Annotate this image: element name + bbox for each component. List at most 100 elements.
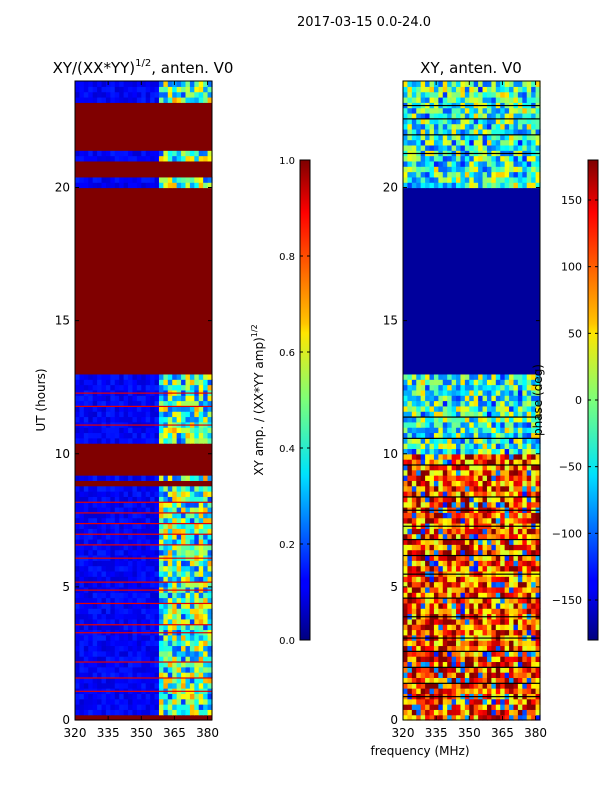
heatmap-cell: [79, 645, 85, 652]
heatmap-cell: [504, 427, 510, 434]
heatmap-cell: [185, 373, 191, 380]
heatmap-cell: [407, 464, 413, 471]
heatmap-cell: [429, 597, 435, 604]
heatmap-cell: [429, 586, 435, 593]
heatmap-cell: [442, 459, 448, 465]
y-tick-label: 15: [383, 314, 398, 328]
heatmap-cell: [460, 96, 466, 103]
heatmap-cell: [491, 384, 497, 391]
heatmap-cell: [163, 512, 169, 519]
heatmap-cell: [460, 144, 466, 151]
heatmap-cell: [433, 395, 439, 402]
heatmap-cell: [469, 139, 475, 146]
heatmap-cell: [526, 182, 532, 189]
heatmap-cell: [495, 485, 501, 492]
heatmap-cell: [110, 517, 116, 524]
heatmap-cell: [491, 672, 497, 678]
heatmap-cell: [136, 634, 142, 641]
heatmap-cell: [433, 128, 439, 135]
heatmap-cell: [526, 672, 532, 678]
heatmap-cell: [526, 107, 532, 114]
heatmap-cell: [491, 443, 497, 450]
heatmap-cell: [478, 405, 484, 412]
heatmap-cell: [407, 437, 413, 444]
heatmap-cell: [114, 709, 120, 716]
heatmap-cell: [451, 443, 457, 450]
heatmap-cell: [167, 91, 173, 98]
heatmap-cell: [172, 150, 178, 157]
heatmap-cell: [79, 522, 85, 529]
heatmap-cell: [416, 469, 422, 476]
heatmap-cell: [535, 624, 541, 631]
heatmap-cell: [207, 602, 213, 609]
heatmap-cell: [526, 688, 532, 694]
heatmap-cell: [500, 448, 506, 455]
heatmap-cell: [172, 432, 178, 439]
heatmap-cell: [500, 560, 506, 567]
heatmap-cell: [132, 640, 138, 647]
heatmap-cell: [517, 544, 523, 551]
heatmap-cell: [464, 624, 470, 631]
flagged-row: [75, 118, 212, 125]
heatmap-cell: [473, 512, 479, 519]
heatmap-cell: [181, 485, 187, 492]
heatmap-cell: [403, 677, 409, 684]
heatmap-cell: [207, 661, 213, 668]
heatmap-cell: [495, 672, 501, 678]
right-colorbar-label: phase (deg): [531, 364, 545, 436]
heatmap-cell: [460, 592, 466, 599]
heatmap-cell: [425, 618, 431, 625]
heatmap-cell: [88, 405, 94, 412]
heatmap-cell: [407, 389, 413, 396]
heatmap-cell: [105, 432, 111, 439]
heatmap-cell: [158, 437, 164, 444]
heatmap-cell: [438, 453, 444, 460]
heatmap-cell: [509, 576, 515, 583]
heatmap-cell: [136, 576, 142, 583]
heatmap-cell: [447, 714, 453, 721]
heatmap-cell: [123, 491, 129, 497]
heatmap-cell: [141, 411, 147, 418]
heatmap-cell: [495, 405, 501, 412]
heatmap-cell: [438, 432, 444, 439]
heatmap-cell: [420, 459, 426, 465]
heatmap-cell: [473, 672, 479, 678]
heatmap-cell: [79, 677, 85, 684]
heatmap-cell: [447, 112, 453, 119]
heatmap-cell: [509, 176, 515, 183]
heatmap-cell: [517, 645, 523, 652]
heatmap-cell: [75, 182, 81, 189]
heatmap-cell: [181, 437, 187, 444]
flagged-row: [75, 341, 212, 348]
heatmap-cell: [491, 677, 497, 684]
heatmap-cell: [495, 682, 501, 689]
flagged-row: [75, 262, 212, 268]
heatmap-cell: [145, 150, 151, 157]
heatmap-cell: [411, 618, 417, 625]
heatmap-cell: [416, 554, 422, 561]
heatmap-cell: [176, 709, 182, 716]
heatmap-cell: [189, 538, 195, 545]
flagged-row: [75, 320, 212, 327]
heatmap-cell: [478, 640, 484, 647]
heatmap-cell: [486, 144, 492, 151]
heatmap-cell: [513, 112, 519, 119]
heatmap-cell: [105, 576, 111, 583]
heatmap-cell: [105, 491, 111, 497]
heatmap-cell: [460, 698, 466, 705]
heatmap-cell: [110, 560, 116, 567]
heatmap-cell: [495, 704, 501, 710]
heatmap-cell: [531, 437, 537, 444]
heatmap-cell: [172, 496, 178, 503]
heatmap-cell: [154, 491, 160, 497]
heatmap-cell: [150, 565, 156, 572]
heatmap-cell: [425, 416, 431, 423]
heatmap-cell: [123, 501, 129, 508]
heatmap-cell: [464, 86, 470, 93]
heatmap-cell: [473, 661, 479, 668]
heatmap-cell: [429, 512, 435, 519]
heatmap-cell: [158, 176, 164, 183]
heatmap-cell: [172, 522, 178, 529]
heatmap-cell: [509, 650, 515, 657]
heatmap-cell: [460, 171, 466, 178]
